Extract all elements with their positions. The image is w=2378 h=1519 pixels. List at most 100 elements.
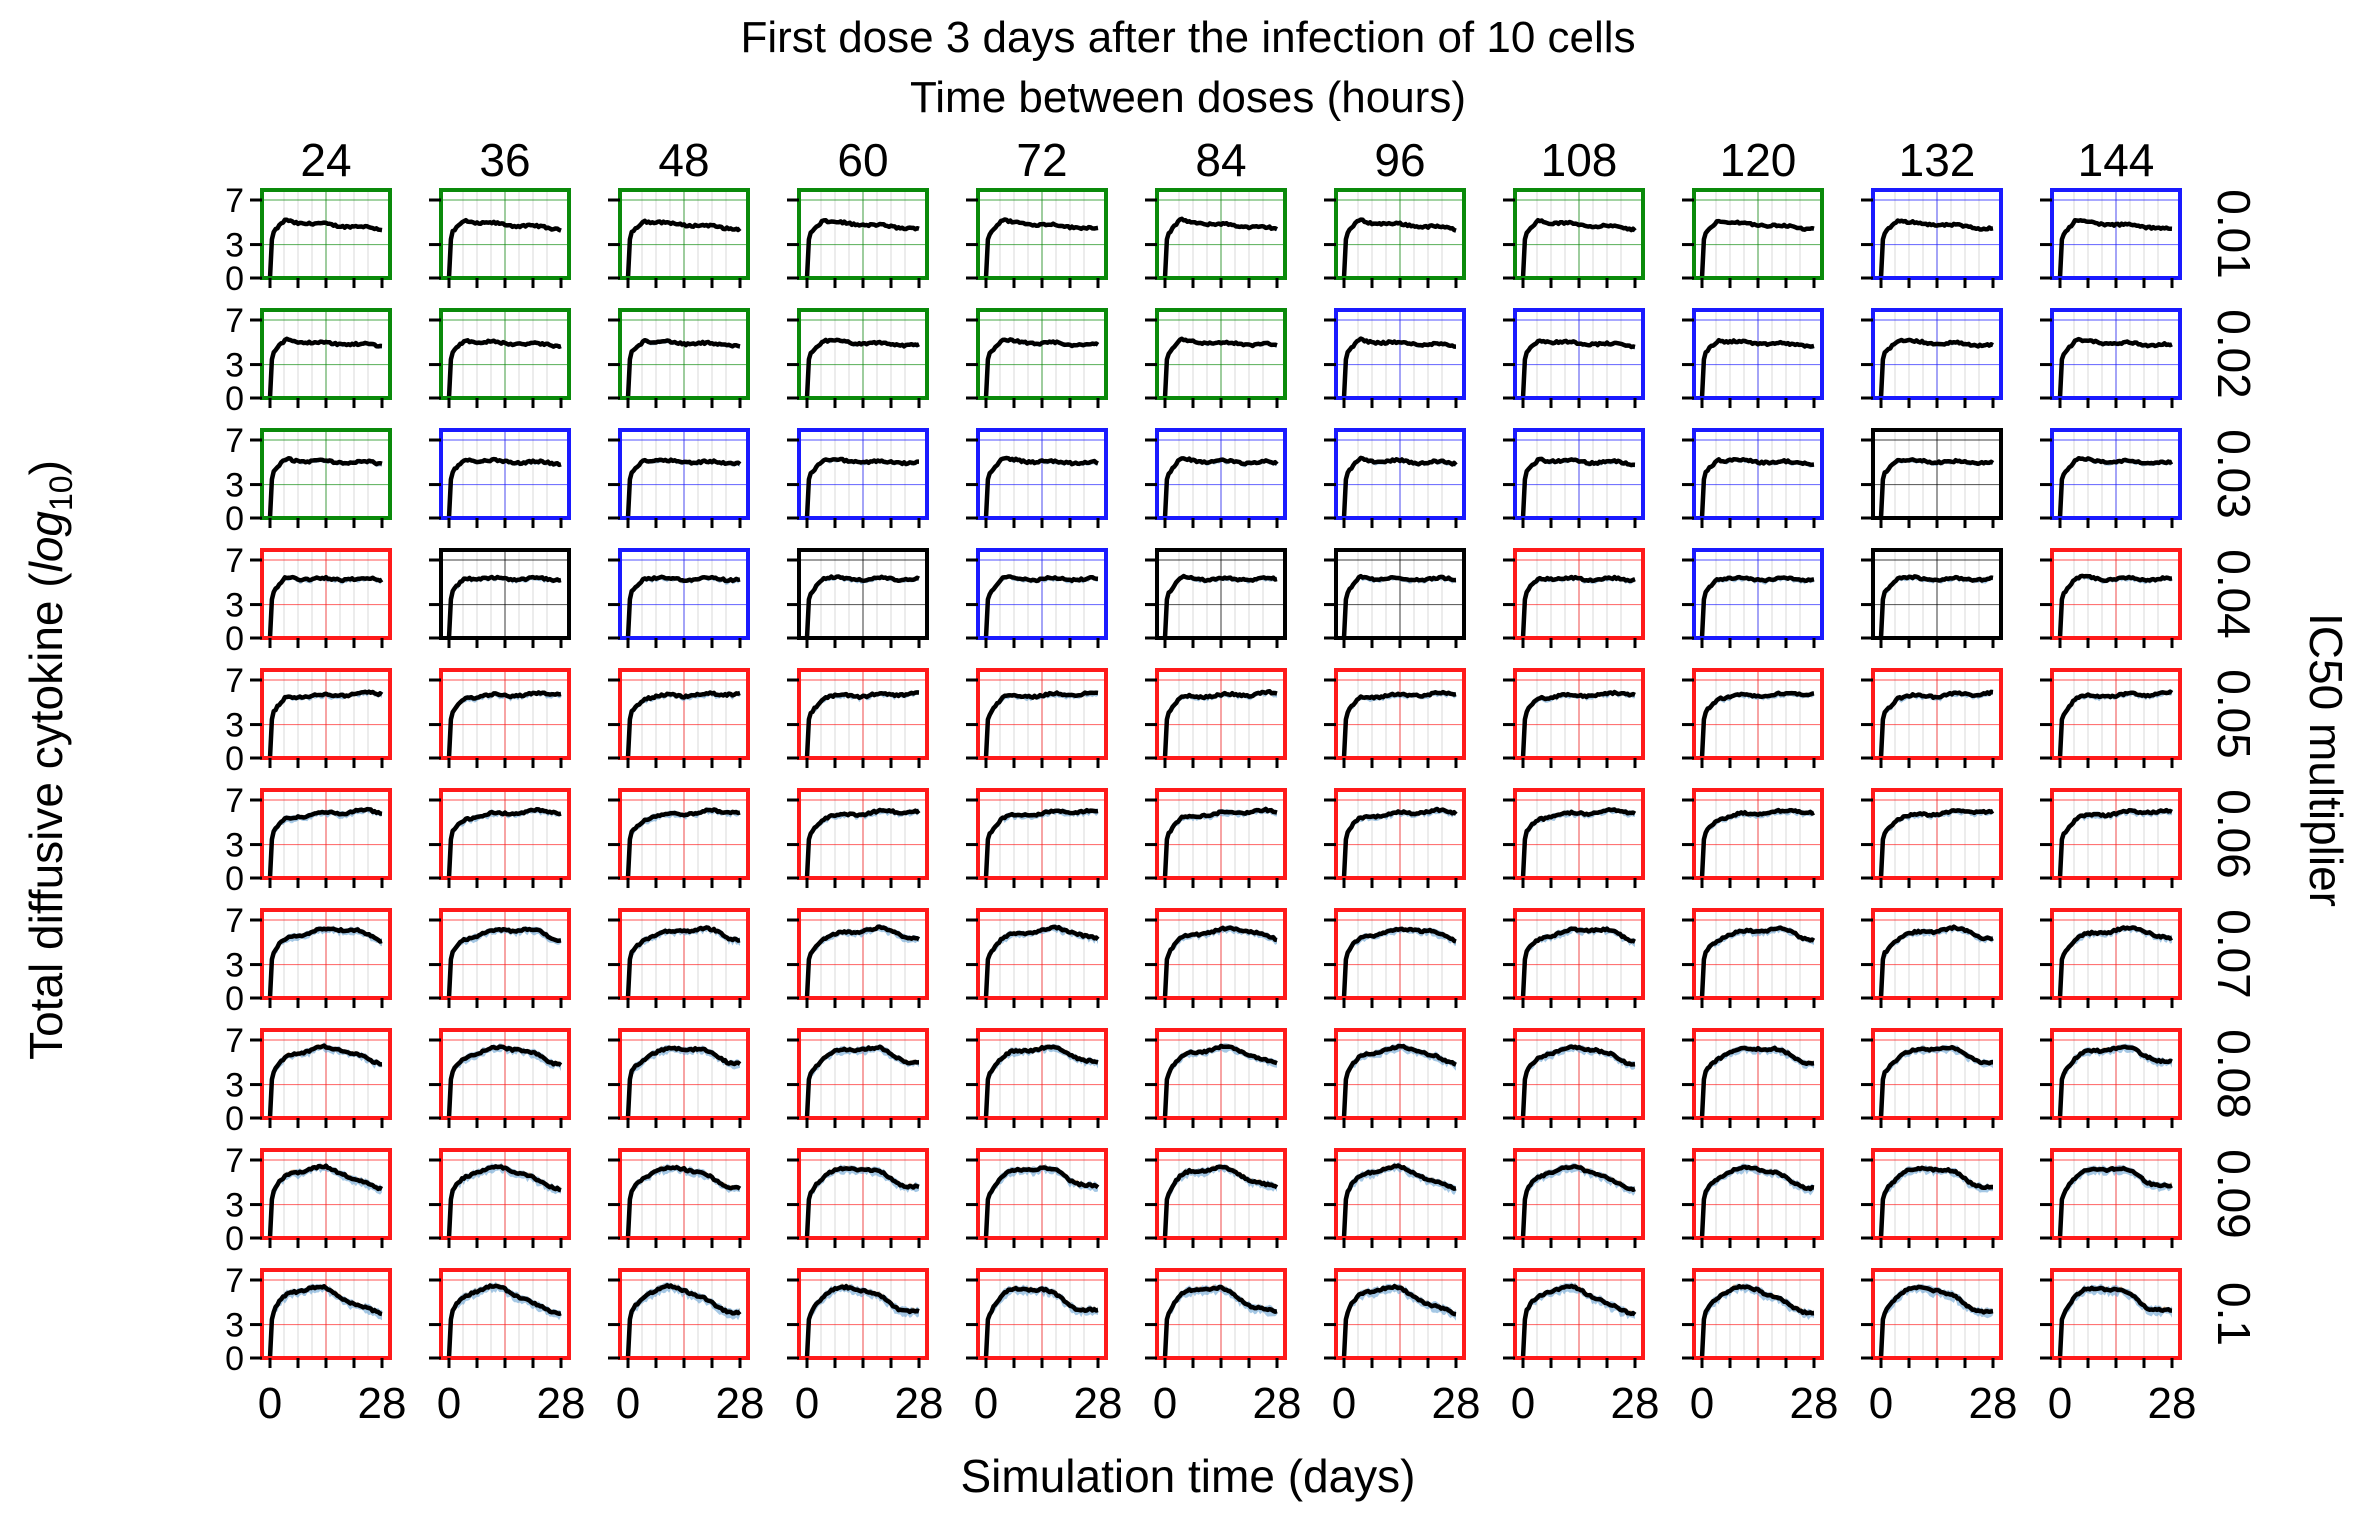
mean-line [267,455,383,519]
row-label-0.02: 0.02 [2208,309,2260,399]
mean-line [1341,806,1458,879]
row-label-0.08: 0.08 [2208,1029,2260,1119]
replicate-band-a [1165,805,1277,878]
mean-line [625,457,742,519]
mean-line [1520,1044,1636,1119]
replicate-band-a [986,690,1098,758]
mean-line [983,455,1099,519]
mean-line [1878,457,1995,519]
mean-line [1341,1163,1457,1239]
mean-line [2057,925,2173,999]
panel-r0.08-c144 [2040,1028,2182,1128]
panel-r0.02-c132 [1861,308,2003,408]
mean-line [446,1283,562,1359]
mean-line [1699,1164,1815,1239]
panel-r0.06-c36 [429,788,571,888]
panel-r0.03-c144 [2040,428,2182,528]
chart-subtitle: Time between doses (hours) [910,73,1466,122]
mean-line [1878,574,1994,639]
x-tick-label: 28 [1611,1379,1660,1428]
y-tick-label: 7 [225,782,244,820]
panel-r0.05-c24: 03 7 [225,662,392,778]
row-label-0.04: 0.04 [2208,549,2260,639]
panel-r0.04-c132 [1861,548,2003,648]
panel-r0.08-c36 [429,1028,571,1128]
y-tick-label: 7 [225,1022,244,1060]
mean-line [804,807,921,879]
panel-r0.09-c48 [608,1148,750,1248]
mean-line [1520,689,1636,759]
mean-line [446,338,562,399]
mean-line [983,217,1099,279]
mean-line [1341,217,1457,279]
row-label-0.03: 0.03 [2208,429,2260,519]
panel-r0.08-c84 [1145,1028,1287,1128]
y-tick-label: 3 [225,947,244,985]
panel-r0.04-c72 [966,548,1108,648]
mean-line [446,1164,562,1239]
panel-r0.02-c60 [787,308,929,408]
mean-line [1520,217,1637,279]
panel-r0.06-c84 [1145,788,1287,888]
column-label-60: 60 [837,134,888,186]
column-label-48: 48 [658,134,709,186]
mean-line [1699,218,1815,279]
mean-line [625,337,741,399]
y-tick-label: 7 [225,182,244,220]
y-tick-label: 7 [225,422,244,460]
x-tick-label: 0 [616,1379,640,1428]
panel-r0.05-c120 [1682,668,1824,768]
panel-r0.1-c120: 0 28 [1682,1268,1838,1428]
panel-r0.04-c48 [608,548,750,648]
y-tick-label: 0 [225,1100,244,1138]
panel-r0.06-c132 [1861,788,2003,888]
panel-r0.06-c96 [1324,788,1466,888]
mean-line [1878,924,1994,999]
panel-r0.01-c36 [429,188,571,288]
y-axis-label-suffix: ) [20,460,72,475]
row-label-0.06: 0.06 [2208,789,2260,879]
replicate-band-a [1881,808,1993,878]
mean-line [446,926,562,999]
panel-r0.01-c84 [1145,188,1287,288]
panel-r0.02-c84 [1145,308,1287,408]
panel-r0.05-c96 [1324,668,1466,768]
mean-line [625,925,741,999]
mean-line [804,337,920,399]
row-label-0.01: 0.01 [2208,189,2260,279]
y-axis-label-prefix: Total diffusive cytokine ( [20,572,72,1060]
panel-r0.06-c48 [608,788,750,888]
y-tick-label: 3 [225,587,244,625]
panel-r0.09-c72 [966,1148,1108,1248]
panel-r0.02-c96 [1324,308,1466,408]
panel-r0.06-c108 [1503,788,1645,888]
mean-line [2057,1165,2173,1239]
panel-r0.03-c84 [1145,428,1287,528]
x-tick-label: 0 [1332,1379,1356,1428]
panel-r0.07-c60 [787,908,929,1008]
panel-r0.05-c108 [1503,668,1645,768]
mean-line [267,1284,383,1359]
panel-r0.08-c24: 03 7 [225,1022,392,1138]
y-tick-label: 7 [225,1142,244,1180]
panel-r0.08-c72 [966,1028,1108,1128]
y-axis-label-sub: 10 [43,475,79,511]
x-tick-label: 0 [1511,1379,1535,1428]
mean-line [1520,574,1636,639]
mean-line [1162,925,1278,999]
mean-line [2057,1285,2173,1359]
panel-r0.1-c36: 0 28 [429,1268,585,1428]
mean-line [267,336,383,399]
mean-line [2057,573,2173,639]
y-tick-label: 7 [225,302,244,340]
panel-r0.04-c60 [787,548,929,648]
panel-r0.02-c48 [608,308,750,408]
x-tick-label: 28 [1074,1379,1123,1428]
panel-r0.04-c84 [1145,548,1287,648]
mean-line [267,689,384,759]
mean-line [1520,456,1636,519]
mean-line [1341,455,1458,519]
panel-r0.08-c120 [1682,1028,1824,1128]
panel-r0.05-c48 [608,668,750,768]
